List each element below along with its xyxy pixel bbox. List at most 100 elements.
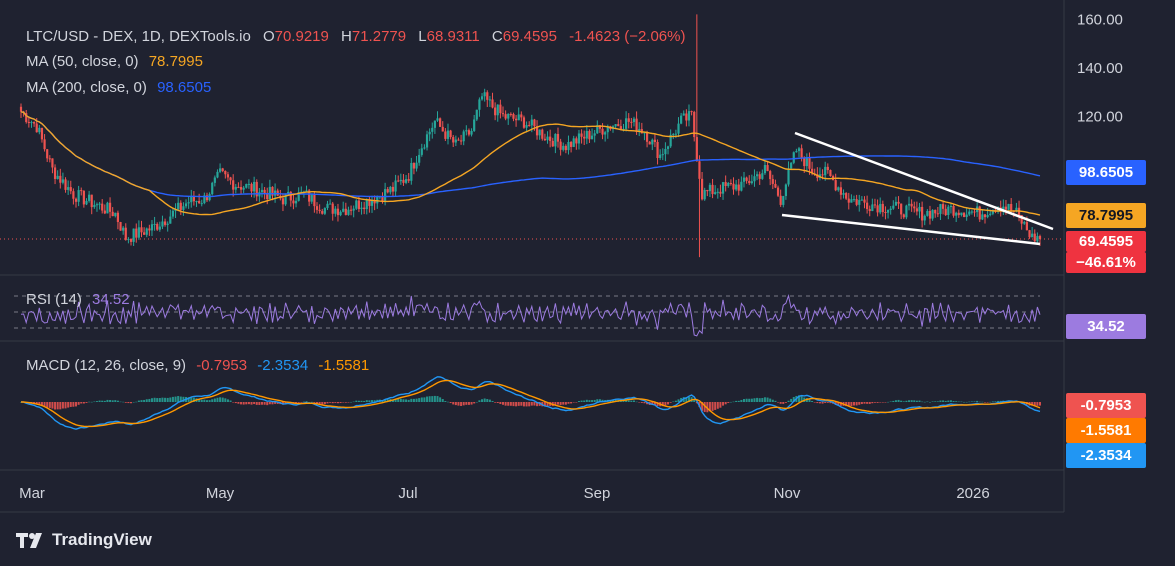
candle-body: [294, 200, 298, 204]
macd-histogram-bar: [627, 400, 630, 402]
macd-histogram-bar: [1036, 402, 1039, 406]
candle-body: [82, 190, 85, 205]
macd-histogram-bar: [915, 400, 918, 402]
candle-body: [567, 141, 570, 151]
macd-histogram-bar: [981, 401, 984, 403]
candle-body: [365, 199, 368, 210]
candle-body: [255, 181, 258, 197]
candle-body: [583, 136, 586, 139]
signal-badge: -2.3534: [1066, 443, 1146, 468]
macd-histogram-bar: [664, 402, 667, 406]
candle-body: [700, 178, 704, 200]
macd-histogram-bar: [198, 399, 201, 402]
macd-pane: [20, 376, 1041, 430]
macd-histogram-bar: [708, 402, 711, 412]
macd-histogram-bar: [64, 402, 67, 409]
macd-histogram-bar: [245, 402, 248, 405]
candle-body: [564, 145, 567, 151]
candle-body: [376, 196, 379, 204]
macd-histogram-bar: [148, 398, 151, 402]
candle-body: [229, 177, 232, 181]
candle-body: [986, 215, 989, 218]
rsi-badge: 34.52: [1066, 314, 1146, 339]
candle-body: [245, 184, 248, 188]
candle-body: [171, 210, 175, 217]
macd-histogram-bar: [475, 401, 478, 403]
candle-body: [758, 174, 761, 179]
macd-histogram-bar: [428, 396, 431, 402]
macd-histogram-bar: [402, 399, 405, 402]
candle-body: [886, 209, 890, 213]
candle-body: [250, 183, 253, 192]
candle-body: [234, 186, 237, 190]
macd-histogram-bar: [67, 402, 70, 408]
macd-histogram-bar: [145, 399, 148, 402]
candle-body: [525, 124, 528, 128]
macd-histogram-bar: [59, 402, 62, 410]
candle-body: [847, 198, 850, 203]
candle-body: [198, 200, 201, 204]
macd-histogram-bar: [742, 399, 745, 402]
rsi-pane: [14, 293, 1041, 337]
candle-body: [989, 213, 992, 216]
macd-histogram-bar: [226, 399, 229, 402]
candle-body: [855, 199, 858, 205]
macd-histogram-bar: [373, 400, 376, 402]
candle-body: [363, 207, 366, 210]
wedge-lower-line: [781, 213, 1041, 246]
ma50-legend: MA (50, close, 0) 78.7995: [26, 53, 203, 70]
macd-histogram-bar: [297, 402, 300, 403]
macd-histogram-bar: [460, 402, 463, 407]
candle-body: [137, 227, 140, 238]
candle-body: [420, 148, 423, 155]
candle-body: [871, 204, 874, 212]
macd-histogram-bar: [711, 402, 714, 411]
candle-body: [1020, 214, 1023, 224]
candle-body: [554, 133, 557, 147]
macd-histogram-bar: [782, 402, 785, 404]
candle-body: [473, 119, 476, 131]
candle-body: [179, 202, 182, 210]
candle-body: [955, 212, 958, 216]
macd-histogram-bar: [727, 402, 730, 403]
macd-histogram-bar: [462, 402, 465, 406]
macd-histogram-bar: [187, 397, 190, 402]
macd-histogram-bar: [957, 401, 960, 403]
tradingview-logo: TradingView: [16, 530, 152, 550]
candle-body: [67, 187, 70, 190]
macd-histogram-bar: [963, 401, 966, 403]
candle-body: [926, 210, 929, 216]
macd-histogram-bar: [774, 400, 777, 402]
candle-body: [905, 205, 908, 218]
candle-body: [944, 208, 947, 216]
macd-histogram-bar: [779, 402, 782, 404]
candle-body: [184, 203, 188, 207]
macd-histogram-bar: [103, 400, 106, 402]
candle-body: [570, 141, 573, 147]
macd-label: MACD (12, 26, close, 9): [26, 357, 187, 374]
candle-body: [755, 174, 759, 177]
macd-histogram-bar: [991, 401, 994, 402]
candle-body: [318, 209, 321, 212]
macd-histogram-bar: [955, 401, 958, 402]
candle-body: [389, 186, 392, 193]
macd-histogram-bar: [1033, 402, 1036, 407]
macd-histogram-bar: [336, 402, 339, 404]
macd-histogram-bar: [816, 402, 819, 404]
macd-histogram-bar: [334, 402, 337, 403]
candle-body: [124, 227, 127, 240]
candle-body: [782, 196, 785, 205]
macd-histogram-bar: [808, 399, 811, 402]
candle-body: [428, 131, 431, 135]
macd-histogram-bar: [716, 402, 719, 409]
candle-body: [902, 214, 905, 218]
candle-body: [127, 238, 130, 240]
macd-histogram-bar: [478, 400, 481, 402]
candle-body: [203, 195, 206, 204]
candle-body: [103, 210, 106, 214]
candle-body: [391, 186, 395, 192]
tradingview-icon: [16, 532, 42, 548]
candle-body: [51, 158, 54, 168]
signal-value: -2.3534: [257, 357, 309, 374]
ma200-value: 98.6505: [157, 79, 212, 96]
